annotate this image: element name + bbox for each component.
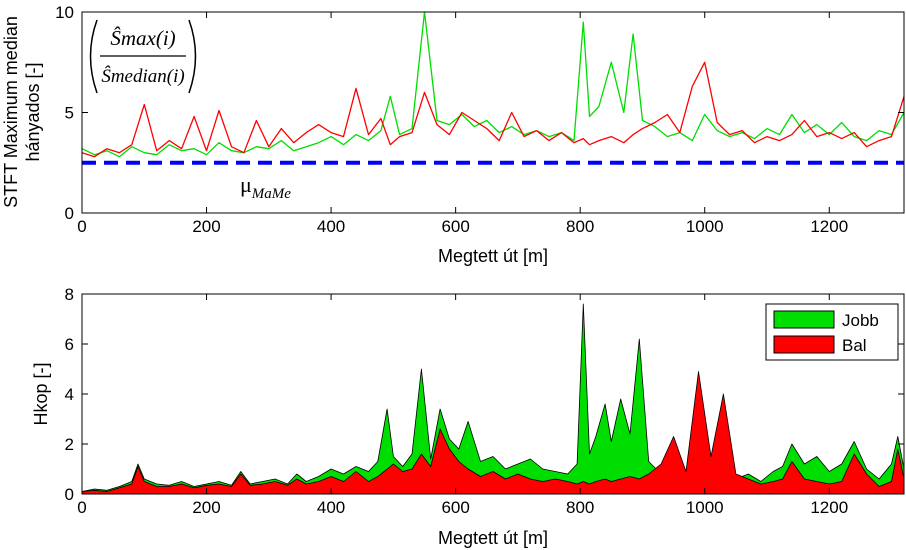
ticks-top: 0 200 400 600 800 1000 1200 0 5 10 (55, 3, 904, 236)
series-area-bal (81, 371, 905, 495)
y-axis-label-top-line1: STFT Maximum median (1, 16, 21, 208)
legend-swatch-bal (773, 335, 835, 354)
y-tick-label-bottom: 0 (65, 485, 74, 504)
legend-label-bal: Bal (842, 336, 867, 355)
y-tick-label-bottom: 8 (65, 285, 74, 304)
y-tick-label-top: 5 (65, 104, 74, 123)
formula-box: Ŝmax(i) Ŝmedian(i) (84, 15, 202, 99)
x-tick-label-bottom: 0 (77, 498, 86, 517)
mu-symbol: μ (240, 172, 252, 197)
y-axis-label-bottom: Hkop [-] (31, 362, 51, 425)
x-tick-label-bottom: 200 (192, 498, 220, 517)
series-area-jobb (81, 303, 905, 495)
formula-right-paren (188, 19, 197, 94)
formula-left-paren (89, 19, 98, 94)
legend: Jobb Bal (765, 303, 899, 361)
mu-label: μMaMe (240, 172, 291, 202)
x-tick-label-bottom: 400 (317, 498, 345, 517)
plot-area-top (82, 12, 904, 213)
y-tick-label-bottom: 2 (65, 435, 74, 454)
x-tick-label-top: 600 (441, 217, 469, 236)
chart-bottom: 0 200 400 600 800 1000 1200 0 2 4 6 8 Jobb Bal Megt… (31, 285, 905, 548)
y-tick-label-bottom: 6 (65, 335, 74, 354)
x-tick-label-top: 1000 (686, 217, 724, 236)
x-tick-label-top: 0 (77, 217, 86, 236)
x-tick-label-bottom: 1200 (810, 498, 848, 517)
legend-swatch-jobb (773, 310, 835, 329)
x-axis-label-top: Megtett út [m] (438, 246, 548, 266)
chart-top: 0 200 400 600 800 1000 1200 0 5 10 Ŝmax(i) Ŝmedia… (1, 3, 905, 266)
y-axis-label-top-line2: hányados [-] (23, 62, 43, 161)
series-group-bottom (81, 303, 905, 495)
series-line-0 (81, 11, 905, 158)
x-tick-label-bottom: 1000 (686, 498, 724, 517)
ticks-bottom: 0 200 400 600 800 1000 1200 0 2 4 6 8 (65, 285, 904, 517)
legend-label-jobb: Jobb (842, 311, 879, 330)
x-tick-label-bottom: 600 (441, 498, 469, 517)
formula-denominator: Ŝmedian(i) (101, 65, 184, 87)
y-tick-label-top: 10 (55, 3, 74, 22)
x-axis-label-bottom: Megtett út [m] (438, 528, 548, 548)
x-tick-label-top: 800 (566, 217, 594, 236)
x-tick-label-top: 200 (192, 217, 220, 236)
x-tick-label-top: 1200 (810, 217, 848, 236)
mu-subscript: MaMe (251, 186, 291, 202)
y-tick-label-bottom: 4 (65, 385, 74, 404)
x-tick-label-bottom: 800 (566, 498, 594, 517)
y-tick-label-top: 0 (65, 204, 74, 223)
series-group-top (81, 11, 905, 158)
formula-numerator: Ŝmax(i) (110, 26, 175, 50)
x-tick-label-top: 400 (317, 217, 345, 236)
series-line-1 (81, 61, 905, 158)
